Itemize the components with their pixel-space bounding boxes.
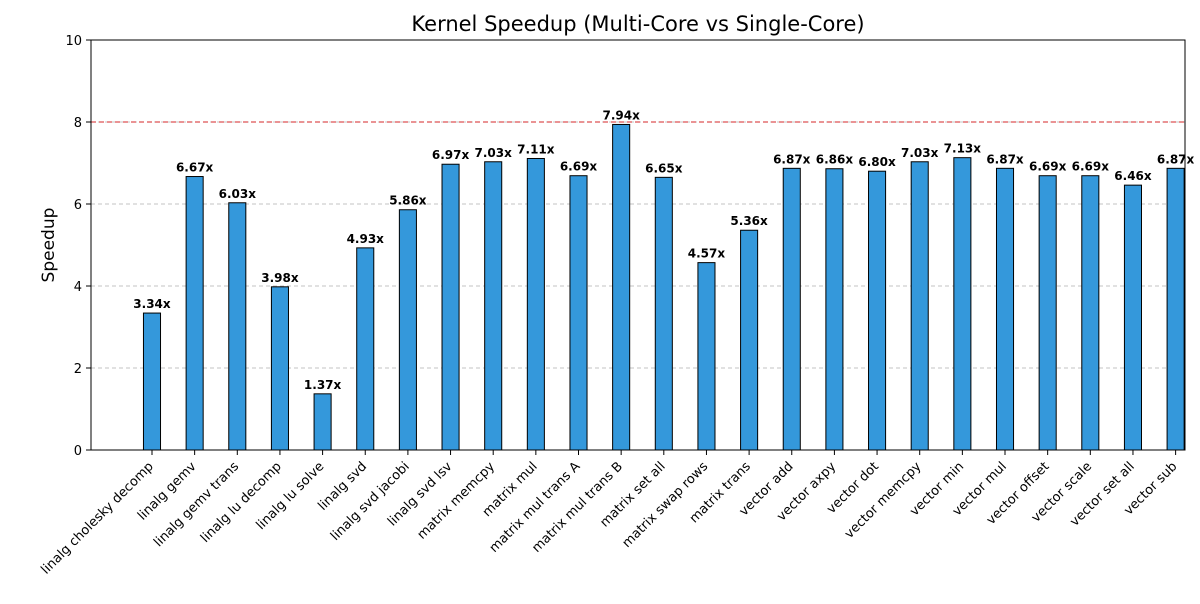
bar [1123,184,1142,451]
x-tick-label: linalg cholesky decomp [39,459,157,577]
plot-frame [90,39,1186,451]
bar [313,393,332,451]
bar [1038,175,1057,451]
bar-value-label: 6.67x [176,161,214,175]
bar [697,262,716,451]
bar-value-label: 6.97x [432,148,470,162]
x-tick-label: linalg lu decomp [198,459,285,546]
bars [142,123,1185,451]
bar-value-label: 6.87x [773,152,811,166]
bar [1166,167,1185,451]
bar-value-label: 4.93x [347,232,385,246]
bar-value-label: 6.69x [1072,160,1110,174]
bar [228,202,247,451]
bar-value-label: 6.65x [645,161,683,175]
bar [612,123,631,451]
bar-value-label: 7.11x [517,142,555,156]
bar-value-label: 6.86x [816,153,854,167]
bar [953,157,972,451]
bar [995,167,1015,451]
bar-value-labels: 3.34x 6.67x 6.03x 3.98x 1.37x 4.93x 5.86x 6.97x… [133,108,1194,391]
y-tick-label: 8 [74,116,82,131]
y-axis-label: Speedup [39,208,59,283]
bar-value-label: 7.03x [901,146,939,160]
bar [654,176,673,451]
bar [398,209,417,451]
bar-value-label: 5.36x [730,214,768,228]
bar [825,168,844,451]
bar [910,161,929,451]
bar-value-label: 6.69x [1029,160,1067,174]
bar-value-label: 6.46x [1114,169,1152,183]
y-tick-label: 2 [74,362,82,377]
bar-value-label: 6.69x [560,160,598,174]
bar-value-label: 1.37x [304,378,342,392]
bar-value-label: 3.98x [261,271,299,285]
y-tick-label: 4 [74,280,82,295]
bar-value-label: 6.87x [1157,152,1195,166]
x-tick-label: matrix memcpy [415,459,499,543]
bar-value-label: 6.80x [858,155,896,169]
bar [740,229,759,451]
y-tick-label: 6 [74,198,82,213]
bar [185,176,204,451]
bar [441,163,460,451]
bar [142,312,162,451]
y-tick-label: 0 [74,444,82,459]
bar [270,286,289,451]
bar [868,170,887,451]
bar-value-label: 4.57x [688,247,726,261]
chart-title: Kernel Speedup (Multi-Core vs Single-Cor… [411,12,864,36]
bar [569,175,588,451]
x-tick-label: linalg svd jacobi [328,459,413,544]
bar-value-label: 6.03x [219,187,257,201]
bar-value-label: 6.87x [986,152,1024,166]
bar [1081,175,1100,451]
bar [782,167,801,451]
bar-value-label: 7.94x [602,108,640,122]
bar [356,247,375,451]
bar-value-label: 7.13x [944,142,982,156]
bar-value-label: 5.86x [389,194,427,208]
bar [484,161,503,451]
x-tick-label: vector memcpy [842,459,925,542]
bar [526,157,545,451]
bar-value-label: 7.03x [475,146,513,160]
y-tick-label: 10 [65,34,82,49]
bar-value-label: 3.34x [133,297,171,311]
